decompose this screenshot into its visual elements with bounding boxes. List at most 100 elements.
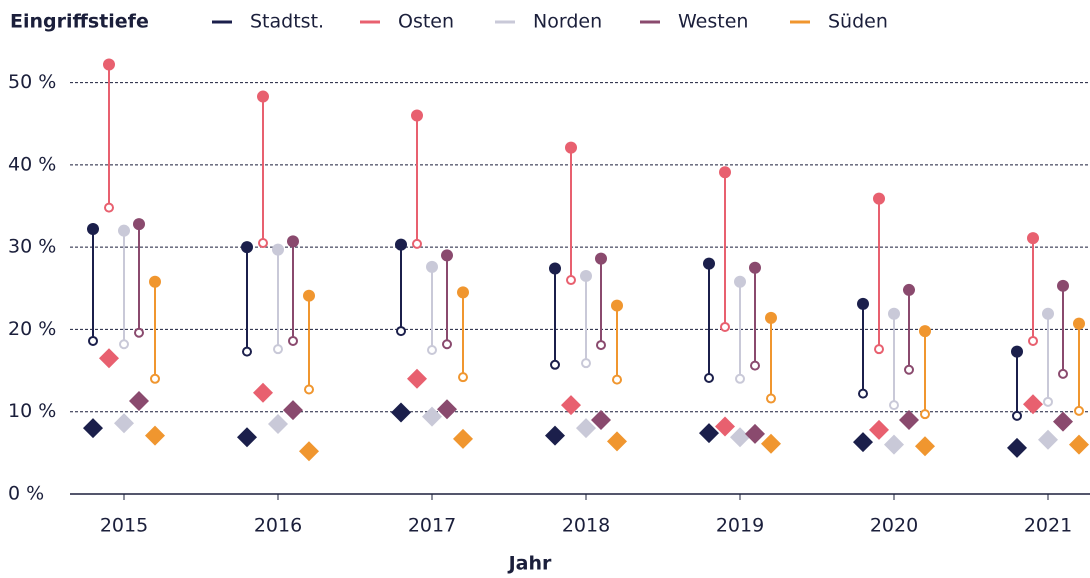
- x-tick-label: 2015: [100, 515, 148, 537]
- diamond-point: [715, 416, 735, 437]
- low-point: [150, 373, 160, 384]
- low-point: [304, 384, 314, 395]
- low-point: [704, 372, 714, 383]
- diamond-point: [1023, 394, 1043, 415]
- high-point: [118, 224, 130, 237]
- diamond-point: [283, 400, 303, 421]
- high-point: [1011, 345, 1023, 358]
- diamond-point: [437, 399, 457, 420]
- diamond-point: [699, 423, 719, 444]
- low-point: [1074, 405, 1084, 416]
- chart-title: Eingriffstiefe: [10, 11, 149, 33]
- legend-label: Osten: [398, 11, 454, 33]
- y-tick-label: 0 %: [8, 483, 44, 505]
- diamond-point: [884, 434, 904, 455]
- low-point: [1012, 410, 1022, 421]
- high-point: [287, 235, 299, 248]
- high-point: [1057, 279, 1069, 292]
- low-point: [612, 374, 622, 385]
- high-point: [272, 243, 284, 256]
- diamond-point: [407, 368, 427, 389]
- diamond-point: [99, 348, 119, 369]
- y-tick-label: 10 %: [8, 400, 56, 422]
- diamond-point: [145, 425, 165, 446]
- low-point: [288, 335, 298, 346]
- x-tick-label: 2020: [870, 515, 918, 537]
- low-point: [889, 400, 899, 411]
- high-point: [749, 261, 761, 274]
- high-point: [919, 325, 931, 338]
- diamond-point: [268, 414, 288, 435]
- y-tick-label: 20 %: [8, 318, 56, 340]
- high-point: [857, 297, 869, 310]
- diamond-point: [853, 432, 873, 453]
- diamond-point: [576, 418, 596, 439]
- low-point: [273, 344, 283, 355]
- y-tick-label: 40 %: [8, 153, 56, 175]
- high-point: [873, 192, 885, 205]
- legend-label: Stadtst.: [250, 11, 324, 33]
- diamond-point: [730, 427, 750, 448]
- high-point: [441, 249, 453, 262]
- high-point: [703, 257, 715, 270]
- diamond-point: [422, 406, 442, 427]
- high-point: [411, 109, 423, 122]
- high-point: [734, 275, 746, 288]
- low-point: [874, 344, 884, 355]
- low-point: [858, 388, 868, 399]
- high-point: [580, 269, 592, 282]
- diamond-point: [114, 413, 134, 434]
- low-point: [119, 339, 129, 350]
- low-point: [412, 238, 422, 249]
- diamond-point: [869, 419, 889, 440]
- high-point: [903, 283, 915, 296]
- high-point: [241, 241, 253, 254]
- diamond-point: [545, 425, 565, 446]
- high-point: [1042, 307, 1054, 320]
- diamond-point: [607, 431, 627, 452]
- diamond-point: [1007, 437, 1027, 458]
- diamond-point: [1038, 429, 1058, 450]
- low-point: [735, 373, 745, 384]
- diamond-point: [915, 436, 935, 457]
- diamond-point: [745, 423, 765, 444]
- legend-label: Norden: [533, 11, 602, 33]
- high-point: [395, 238, 407, 251]
- diamond-point: [83, 418, 103, 439]
- diamond-point: [391, 402, 411, 423]
- low-point: [427, 345, 437, 355]
- low-point: [134, 327, 144, 338]
- y-tick-label: 30 %: [8, 236, 56, 258]
- diamond-point: [899, 409, 919, 430]
- diamond-point: [591, 409, 611, 430]
- low-point: [396, 326, 406, 337]
- low-point: [1028, 335, 1038, 346]
- diamond-point: [299, 441, 319, 462]
- y-tick-label: 50 %: [8, 71, 56, 93]
- low-point: [766, 393, 776, 404]
- low-point: [258, 238, 268, 249]
- high-point: [103, 58, 115, 71]
- x-tick-label: 2016: [254, 515, 302, 537]
- low-point: [566, 275, 576, 286]
- high-point: [888, 307, 900, 320]
- low-point: [442, 339, 452, 350]
- low-point: [458, 372, 468, 383]
- high-point: [1073, 317, 1085, 330]
- high-point: [719, 166, 731, 179]
- high-point: [549, 262, 561, 275]
- high-point: [87, 223, 99, 236]
- x-tick-label: 2021: [1024, 515, 1072, 537]
- high-point: [765, 311, 777, 324]
- high-point: [611, 299, 623, 312]
- diamond-point: [237, 427, 257, 448]
- low-point: [750, 360, 760, 371]
- low-point: [581, 358, 591, 369]
- legend-label: Süden: [828, 11, 888, 33]
- high-point: [457, 286, 469, 299]
- legend-label: Westen: [678, 11, 748, 33]
- x-axis-label: Jahr: [507, 553, 552, 575]
- low-point: [904, 364, 914, 375]
- x-tick-label: 2019: [716, 515, 764, 537]
